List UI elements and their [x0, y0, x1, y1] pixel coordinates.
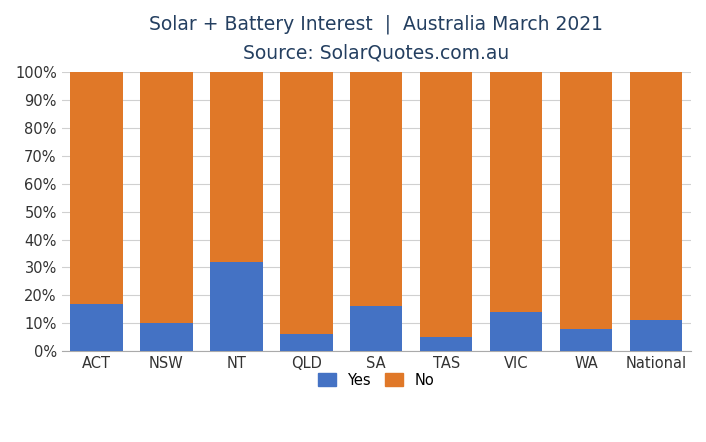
Bar	[71, 304, 123, 351]
Bar	[210, 72, 263, 262]
Bar	[350, 72, 402, 306]
Bar	[280, 72, 333, 334]
Bar	[630, 320, 682, 351]
Bar	[280, 334, 333, 351]
Title: Solar + Battery Interest  |  Australia March 2021
Source: SolarQuotes.com.au: Solar + Battery Interest | Australia Mar…	[149, 15, 603, 62]
Bar	[560, 72, 612, 329]
Bar	[71, 72, 123, 304]
Bar	[630, 72, 682, 320]
Bar	[560, 329, 612, 351]
Legend: Yes, No: Yes, No	[312, 367, 441, 394]
Bar	[210, 262, 263, 351]
Bar	[140, 323, 193, 351]
Bar	[420, 72, 472, 337]
Bar	[420, 337, 472, 351]
Bar	[490, 72, 542, 312]
Bar	[490, 312, 542, 351]
Bar	[140, 72, 193, 323]
Bar	[350, 306, 402, 351]
